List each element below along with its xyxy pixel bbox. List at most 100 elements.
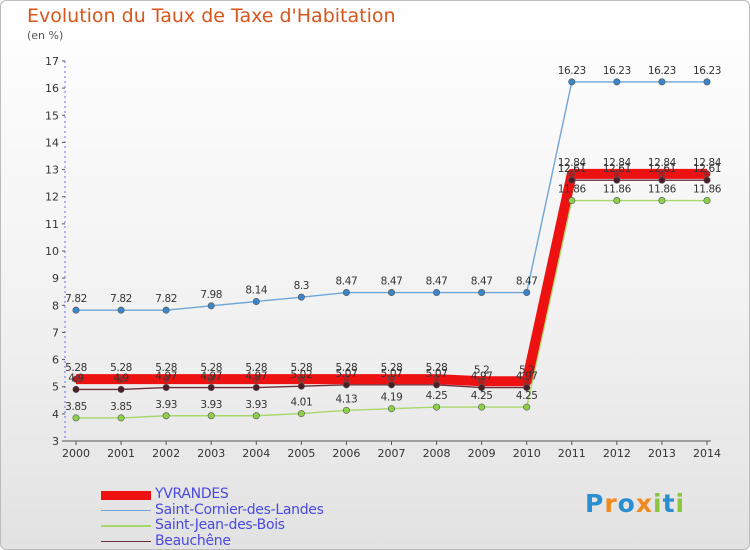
x-tick-label-2002: 2002 (152, 447, 180, 460)
data-label-saint-cornier-des-landes-2003: 7.98 (200, 289, 222, 301)
point-saint-cornier-des-landes-2000 (72, 306, 80, 314)
logo-letter: i (653, 489, 663, 518)
data-label-saint-cornier-des-landes-2002: 7.82 (155, 293, 177, 305)
data-label-beauchene-2004: 4.97 (245, 371, 267, 383)
data-label-beauchene-2006: 5.07 (336, 368, 358, 380)
point-saint-cornier-des-landes-2003 (207, 302, 215, 310)
point-beauchene-2014 (703, 176, 711, 184)
point-saint-jean-des-bois-2004 (252, 412, 260, 420)
y-tick-label-5: 5 (52, 381, 59, 394)
point-yvrandes-2009 (478, 377, 486, 385)
x-tick-label-2014: 2014 (693, 447, 721, 460)
data-label-yvrandes-2008: 5.28 (426, 362, 448, 374)
data-label-saint-cornier-des-landes-2013: 16.23 (648, 65, 676, 77)
point-yvrandes-2004 (252, 375, 260, 383)
point-saint-cornier-des-landes-2011 (568, 78, 576, 86)
data-label-saint-cornier-des-landes-2011: 16.23 (558, 65, 586, 77)
point-saint-jean-des-bois-2007 (387, 405, 395, 413)
x-tick-label-2009: 2009 (468, 447, 496, 460)
legend-swatch-saint-cornier (101, 509, 151, 512)
data-label-saint-cornier-des-landes-2004: 8.14 (245, 284, 267, 296)
y-tick-label-14: 14 (45, 136, 59, 149)
data-label-saint-cornier-des-landes-2012: 16.23 (603, 65, 631, 77)
data-label-beauchene-2012: 12.61 (603, 163, 631, 175)
point-saint-cornier-des-landes-2014 (703, 78, 711, 86)
point-beauchene-2002 (162, 384, 170, 392)
x-tick-label-2012: 2012 (603, 447, 631, 460)
data-label-saint-cornier-des-landes-2010: 8.47 (516, 276, 538, 288)
point-beauchene-2011 (568, 176, 576, 184)
point-saint-jean-des-bois-2010 (523, 403, 531, 411)
series-markers (72, 78, 711, 422)
point-yvrandes-2002 (162, 375, 170, 383)
point-saint-jean-des-bois-2011 (568, 197, 576, 205)
logo-letter: P (585, 489, 605, 518)
point-yvrandes-2013 (658, 170, 666, 178)
y-tick-label-4: 4 (52, 408, 59, 421)
logo-letter: t (662, 489, 676, 518)
point-beauchene-2000 (72, 385, 80, 393)
point-beauchene-2013 (658, 176, 666, 184)
data-label-beauchene-2007: 5.07 (381, 368, 403, 380)
x-tick-label-2013: 2013 (648, 447, 676, 460)
data-label-saint-jean-des-bois-2009: 4.25 (471, 390, 493, 402)
x-tick-label-2003: 2003 (197, 447, 225, 460)
point-saint-cornier-des-landes-2006 (342, 289, 350, 297)
data-label-beauchene-2000: 4.9 (68, 372, 84, 384)
point-yvrandes-2007 (387, 375, 395, 383)
point-saint-jean-des-bois-2006 (342, 406, 350, 414)
y-tick-label-15: 15 (45, 109, 59, 122)
point-yvrandes-2005 (297, 375, 305, 383)
legend-label-saint-cornier: Saint-Cornier-des-Landes (155, 501, 324, 518)
legend-swatch-yvrandes (101, 490, 151, 500)
point-yvrandes-2014 (703, 170, 711, 178)
data-label-saint-cornier-des-landes-2005: 8.3 (294, 280, 310, 292)
point-yvrandes-2006 (342, 375, 350, 383)
point-yvrandes-2008 (433, 375, 441, 383)
data-label-yvrandes-2010: 5.2 (519, 364, 535, 376)
proxiti-logo: Proxiti (585, 489, 685, 518)
point-saint-cornier-des-landes-2010 (523, 289, 531, 297)
axes: 3 4 5 6 7 8 9 10 11 12 13 14 15 16 17 2000 2001 2002 2003 2… (45, 55, 721, 460)
x-tick-label-2006: 2006 (332, 447, 360, 460)
point-saint-cornier-des-landes-2007 (387, 289, 395, 297)
legend-label-beauchene: Beauchêne (155, 532, 231, 549)
point-saint-jean-des-bois-2008 (433, 403, 441, 411)
y-tick-label-7: 7 (52, 326, 59, 339)
data-label-beauchene-2002: 4.97 (155, 371, 177, 383)
y-tick-label-11: 11 (45, 218, 59, 231)
point-saint-jean-des-bois-2012 (613, 197, 621, 205)
point-beauchene-2012 (613, 176, 621, 184)
logo-letter: r (604, 489, 618, 518)
data-labels: 3.85 3.85 3.93 3.93 3.93 4.01 4.13 4.19 4.25 4.25… (65, 65, 722, 413)
data-label-yvrandes-2009: 5.2 (474, 364, 490, 376)
x-tick-label-2008: 2008 (423, 447, 451, 460)
data-label-saint-jean-des-bois-2002: 3.93 (155, 399, 177, 411)
data-label-beauchene-2010: 4.97 (516, 371, 538, 383)
point-saint-cornier-des-landes-2005 (297, 293, 305, 301)
data-label-saint-cornier-des-landes-2007: 8.47 (381, 276, 403, 288)
data-label-saint-jean-des-bois-2006: 4.13 (336, 393, 358, 405)
point-beauchene-2001 (117, 385, 125, 393)
data-label-saint-jean-des-bois-2010: 4.25 (516, 390, 538, 402)
y-tick-label-10: 10 (45, 245, 59, 258)
data-label-saint-jean-des-bois-2005: 4.01 (290, 397, 312, 409)
data-label-yvrandes-2014: 12.84 (693, 157, 722, 169)
x-tick-label-2000: 2000 (62, 447, 90, 460)
x-tick-label-2005: 2005 (287, 447, 315, 460)
data-label-beauchene-2014: 12.61 (693, 163, 721, 175)
y-tick-label-17: 17 (45, 55, 59, 68)
x-tick-label-2010: 2010 (513, 447, 541, 460)
point-saint-jean-des-bois-2014 (703, 197, 711, 205)
point-yvrandes-2010 (523, 377, 531, 385)
data-label-saint-jean-des-bois-2011: 11.86 (558, 184, 587, 196)
legend-label-saint-jean: Saint-Jean-des-Bois (155, 517, 285, 533)
data-label-saint-cornier-des-landes-2008: 8.47 (426, 276, 448, 288)
data-label-saint-cornier-des-landes-2014: 16.23 (693, 65, 721, 77)
data-label-beauchene-2011: 12.61 (558, 163, 586, 175)
point-saint-cornier-des-landes-2009 (478, 289, 486, 297)
point-saint-jean-des-bois-2003 (207, 412, 215, 420)
logo-letter: o (617, 489, 636, 518)
point-yvrandes-2001 (117, 375, 125, 383)
